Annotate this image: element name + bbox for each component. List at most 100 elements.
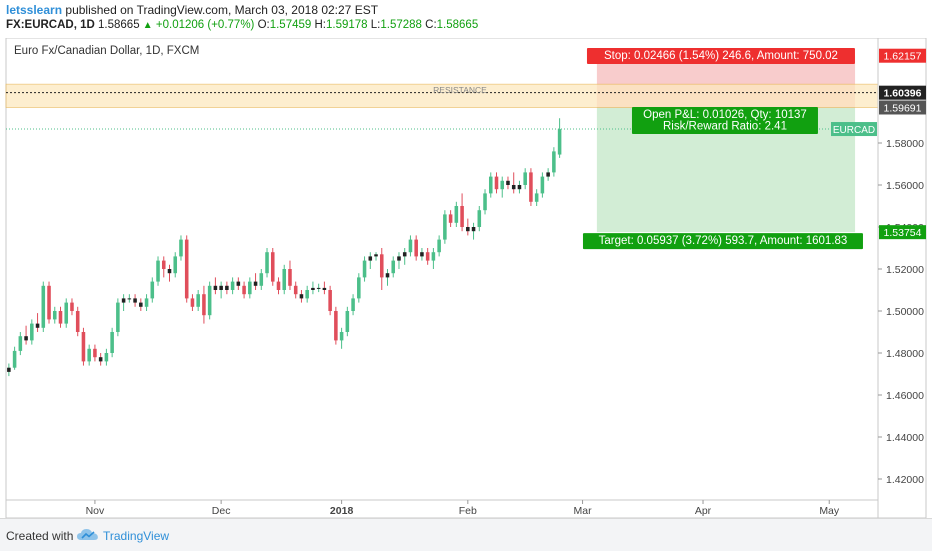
high-label: H: <box>314 19 327 31</box>
y-tick-label: 1.46000 <box>886 390 924 402</box>
candle-up <box>368 256 373 261</box>
candle-down <box>213 285 218 290</box>
candle-up <box>64 302 69 324</box>
candle-up <box>385 273 390 278</box>
candle-up <box>339 332 344 341</box>
candle-down <box>334 311 338 341</box>
footer-bar: Created with TradingView <box>0 518 932 551</box>
low-label: L: <box>370 19 381 31</box>
open-label: O: <box>257 19 270 31</box>
candle-up <box>546 172 550 177</box>
y-tick-label: 1.58000 <box>886 138 924 150</box>
symbol-tag: EURCAD <box>833 125 875 136</box>
y-tick-label: 1.50000 <box>886 306 924 318</box>
candle-down <box>288 269 292 286</box>
candle-up <box>357 277 361 299</box>
target-price-tag: 1.53754 <box>884 227 922 239</box>
candle-up <box>18 336 23 351</box>
candle-down <box>494 176 499 190</box>
candle-up <box>7 367 11 372</box>
candle-down <box>379 254 384 278</box>
chart-title: Euro Fx/Canadian Dollar, 1D, FXCM <box>14 45 199 57</box>
publish-info: published on TradingView.com, March 03, … <box>65 3 379 17</box>
candle-up <box>397 256 401 261</box>
x-tick-label: Dec <box>212 505 231 517</box>
candle-up <box>443 214 447 240</box>
stop-label-box <box>586 48 855 64</box>
x-tick-label: Feb <box>459 505 477 517</box>
candle-down <box>190 298 195 307</box>
price-change: +0.01206 (+0.77%) <box>155 19 255 31</box>
candle-down <box>466 227 470 232</box>
candle-up <box>402 252 407 257</box>
candle-down <box>276 281 281 290</box>
candle-down <box>322 287 327 290</box>
candle-up <box>116 302 120 332</box>
candle-down <box>236 281 241 286</box>
candle-down <box>98 357 103 362</box>
candle-down <box>81 332 86 362</box>
candle-down <box>506 180 510 185</box>
candle-down <box>225 285 229 290</box>
candle-down <box>511 185 516 190</box>
tradingview-brand[interactable]: TradingView <box>103 529 170 543</box>
author-link[interactable]: letsslearn <box>6 3 63 17</box>
candle-up <box>420 252 424 257</box>
candle-down <box>70 302 74 311</box>
candle-up <box>477 210 482 227</box>
price-chart[interactable]: RESISTANCE 1.42000 1.44000 1.46000 1.48000 1… <box>0 38 932 518</box>
candle-up <box>431 252 436 261</box>
candle-up <box>311 287 315 290</box>
created-with-text: Created with <box>6 529 74 543</box>
symbol-tag-bg <box>831 122 877 137</box>
stop-price-tag: 1.62157 <box>884 51 922 63</box>
x-tick-label: May <box>819 505 840 517</box>
candle-up <box>173 256 178 274</box>
x-tick-label: Nov <box>86 505 105 517</box>
x-tick-label: Mar <box>574 505 593 517</box>
candle-up <box>316 287 321 289</box>
candle-down <box>202 294 206 316</box>
candle-up <box>517 185 522 190</box>
candle-down <box>139 302 143 307</box>
pnl-label-text: Open P&L: 0.01026, Qty: 10137 <box>643 109 807 121</box>
y-tick-label: 1.52000 <box>886 264 924 276</box>
candle-down <box>414 239 418 257</box>
candle-up <box>305 290 309 299</box>
candle-down <box>425 252 430 261</box>
candle-up <box>282 269 287 290</box>
candle-up <box>144 298 149 307</box>
resistance-label: RESISTANCE <box>433 85 487 95</box>
y-tick-label: 1.44000 <box>886 432 924 444</box>
candle-up <box>471 227 476 232</box>
y-tick-label: 1.56000 <box>886 180 924 192</box>
y-tick-label: 1.42000 <box>886 474 924 486</box>
candle-up <box>121 298 126 303</box>
candle-up <box>408 239 413 253</box>
candle-up <box>374 254 378 257</box>
triangle-up-icon: ▲ <box>142 20 153 31</box>
candle-down <box>293 285 298 295</box>
entry-price-tag-bg <box>879 100 926 115</box>
candle-up <box>230 281 235 290</box>
candle-down <box>299 294 304 299</box>
tradingview-cloud-icon[interactable] <box>76 527 100 543</box>
target-label-text: Target: 0.05937 (3.72%) 593.7, Amount: 1… <box>599 235 848 247</box>
pnl-label-box <box>631 106 818 134</box>
low-value: 1.57288 <box>380 19 422 31</box>
close-value: 1.58665 <box>436 19 479 31</box>
candle-up <box>150 281 155 299</box>
candle-down <box>328 290 332 311</box>
candle-down <box>58 311 63 324</box>
resistance-price-tag-bg <box>879 85 926 100</box>
candle-up <box>248 281 252 295</box>
candle-down <box>270 252 275 282</box>
symbol-label[interactable]: FX:EURCAD, 1D <box>6 19 95 31</box>
high-value: 1.59178 <box>326 19 368 31</box>
candle-up <box>41 285 46 328</box>
pnl-label-text: Risk/Reward Ratio: 2.41 <box>663 120 787 132</box>
candle-up <box>454 206 459 223</box>
candle-up <box>87 348 91 362</box>
x-tick-label: Apr <box>695 505 712 517</box>
candle-down <box>75 311 80 332</box>
